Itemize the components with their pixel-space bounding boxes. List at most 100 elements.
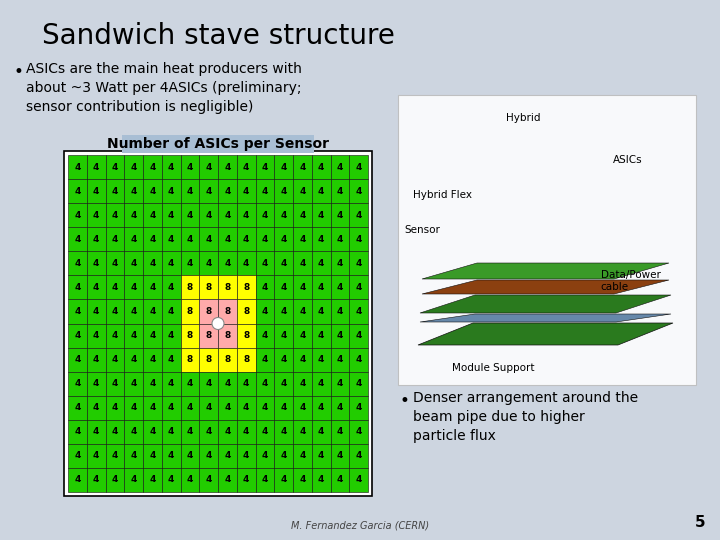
Text: 4: 4 <box>243 403 249 412</box>
Text: 4: 4 <box>261 355 268 364</box>
Text: 4: 4 <box>112 235 118 244</box>
Text: 4: 4 <box>130 427 137 436</box>
Text: 8: 8 <box>205 283 212 292</box>
Bar <box>162 203 181 227</box>
Bar <box>181 444 199 468</box>
Text: 4: 4 <box>243 211 249 220</box>
Bar <box>256 372 274 396</box>
Text: 4: 4 <box>243 187 249 195</box>
Text: 4: 4 <box>205 259 212 268</box>
Text: 4: 4 <box>300 307 305 316</box>
Bar <box>181 348 199 372</box>
Text: 4: 4 <box>261 211 268 220</box>
Text: 8: 8 <box>186 307 193 316</box>
Bar <box>330 372 349 396</box>
Text: 4: 4 <box>280 475 287 484</box>
Bar <box>256 299 274 323</box>
Bar <box>274 396 293 420</box>
Bar <box>218 372 237 396</box>
Bar <box>143 227 162 251</box>
Bar <box>68 420 86 444</box>
Bar <box>218 275 237 299</box>
Text: 4: 4 <box>356 211 362 220</box>
Bar <box>330 468 349 492</box>
Bar <box>312 323 330 348</box>
Text: 4: 4 <box>149 235 156 244</box>
Text: 4: 4 <box>337 451 343 461</box>
Text: 4: 4 <box>356 355 362 364</box>
Bar <box>199 420 218 444</box>
Text: 4: 4 <box>93 403 99 412</box>
Text: 4: 4 <box>130 307 137 316</box>
Text: 4: 4 <box>168 379 174 388</box>
Text: Module Support: Module Support <box>451 363 534 373</box>
Bar <box>274 420 293 444</box>
Bar <box>237 179 256 203</box>
Text: Sensor: Sensor <box>404 225 440 235</box>
Text: Denser arrangement around the
beam pipe due to higher
particle flux: Denser arrangement around the beam pipe … <box>413 391 638 443</box>
Bar <box>199 275 218 299</box>
Text: 4: 4 <box>318 475 324 484</box>
Text: 4: 4 <box>74 403 81 412</box>
Text: 4: 4 <box>356 331 362 340</box>
Text: 4: 4 <box>186 211 193 220</box>
Bar <box>181 299 199 323</box>
Text: 4: 4 <box>337 259 343 268</box>
Bar <box>312 420 330 444</box>
Polygon shape <box>422 263 669 279</box>
Bar <box>162 348 181 372</box>
Bar <box>237 251 256 275</box>
Bar <box>330 227 349 251</box>
Bar <box>274 444 293 468</box>
Bar <box>274 251 293 275</box>
Text: 8: 8 <box>224 331 230 340</box>
Bar <box>256 348 274 372</box>
Bar <box>68 275 86 299</box>
Bar <box>256 275 274 299</box>
Text: 4: 4 <box>224 211 230 220</box>
Bar <box>293 348 312 372</box>
Bar <box>293 227 312 251</box>
Text: 4: 4 <box>93 475 99 484</box>
Text: 4: 4 <box>205 187 212 195</box>
Text: 4: 4 <box>337 307 343 316</box>
Text: •: • <box>400 392 410 410</box>
Text: 4: 4 <box>280 355 287 364</box>
Text: 4: 4 <box>337 235 343 244</box>
Bar <box>237 396 256 420</box>
Text: 4: 4 <box>243 259 249 268</box>
Bar <box>143 372 162 396</box>
Text: 4: 4 <box>280 163 287 172</box>
Bar <box>86 372 106 396</box>
Polygon shape <box>420 314 671 322</box>
Text: 4: 4 <box>205 427 212 436</box>
Text: 4: 4 <box>130 355 137 364</box>
Text: 4: 4 <box>300 163 305 172</box>
Circle shape <box>212 318 224 329</box>
Bar <box>68 323 86 348</box>
Text: 4: 4 <box>280 259 287 268</box>
Text: 4: 4 <box>280 283 287 292</box>
Bar <box>68 227 86 251</box>
Text: 4: 4 <box>205 235 212 244</box>
Text: 4: 4 <box>130 211 137 220</box>
Bar <box>199 468 218 492</box>
Text: 4: 4 <box>337 355 343 364</box>
Text: 4: 4 <box>93 163 99 172</box>
Bar <box>86 275 106 299</box>
Text: ASICs: ASICs <box>613 155 642 165</box>
Text: 4: 4 <box>93 211 99 220</box>
Text: 4: 4 <box>300 427 305 436</box>
Bar <box>312 299 330 323</box>
Bar <box>181 251 199 275</box>
Bar <box>199 323 218 348</box>
Bar <box>181 323 199 348</box>
Text: 4: 4 <box>243 451 249 461</box>
Bar <box>312 468 330 492</box>
Text: 4: 4 <box>74 427 81 436</box>
Bar <box>86 468 106 492</box>
Bar <box>312 155 330 179</box>
Text: 8: 8 <box>243 283 249 292</box>
Text: 4: 4 <box>337 211 343 220</box>
Text: 4: 4 <box>149 451 156 461</box>
